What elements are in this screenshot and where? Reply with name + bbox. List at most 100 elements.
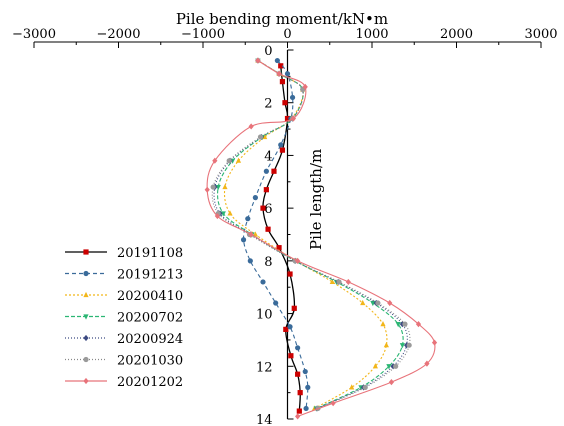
data-point [329, 278, 335, 285]
data-point [395, 322, 401, 328]
data-point [336, 279, 342, 285]
data-point [215, 184, 221, 191]
chart-title: Pile bending moment/kN•m [176, 10, 388, 28]
legend-item: 20201030 [65, 354, 183, 369]
legend-item: 20201202 [65, 375, 183, 390]
legend-item: 20191108 [65, 246, 183, 261]
series-layer [204, 57, 438, 420]
data-point [222, 183, 228, 190]
legend-marker [83, 314, 89, 320]
x-tick-label: 3000 [524, 27, 557, 42]
data-point [388, 379, 395, 386]
y-tick-label: 4 [264, 149, 272, 164]
data-point [330, 400, 336, 407]
y-axis-label: Pile length/m [307, 149, 325, 250]
data-point [295, 371, 301, 377]
data-point [278, 142, 284, 148]
series-20191108 [260, 63, 303, 414]
data-point [235, 157, 242, 163]
data-point [227, 210, 233, 216]
data-point [214, 212, 220, 220]
data-point [349, 384, 355, 390]
data-point [274, 57, 280, 64]
data-point [273, 300, 279, 306]
data-point [276, 70, 282, 77]
data-point [263, 168, 269, 174]
data-point [265, 226, 271, 232]
data-point [287, 324, 293, 330]
x-tick-label: −3000 [12, 27, 56, 42]
legend-marker [83, 249, 89, 255]
data-point [284, 115, 291, 122]
data-point [295, 345, 301, 351]
data-point [372, 363, 378, 369]
legend-label: 20200702 [117, 311, 183, 326]
y-tick-label: 14 [256, 413, 273, 426]
data-point [393, 363, 399, 369]
x-tick-label: −1000 [181, 27, 225, 42]
data-point [284, 71, 291, 77]
y-tick-label: 10 [256, 308, 273, 323]
legend-marker [83, 334, 89, 342]
data-point [302, 83, 308, 90]
data-point [375, 300, 381, 306]
data-point [287, 271, 293, 277]
data-point [247, 258, 253, 264]
legend-label: 20191108 [117, 246, 183, 261]
legend-marker [83, 356, 89, 363]
data-point [255, 57, 261, 64]
data-point [252, 195, 258, 201]
legend-item: 20200410 [65, 289, 183, 304]
data-point [386, 364, 392, 370]
data-point [263, 187, 269, 193]
data-point [290, 115, 297, 122]
data-point [283, 326, 289, 332]
data-point [291, 305, 297, 311]
data-point [345, 278, 351, 286]
y-tick-label: 0 [264, 44, 272, 59]
legend-marker [83, 377, 89, 385]
data-point [210, 184, 216, 190]
legend-label: 20201030 [117, 354, 183, 369]
series-line [206, 60, 436, 417]
series-line [243, 60, 309, 409]
x-tick-label: 1000 [355, 27, 388, 42]
legend: 20191108 20191213 20200410 20200702 20200924… [65, 246, 183, 390]
data-point [220, 211, 226, 217]
data-point [415, 321, 422, 328]
legend-label: 20201202 [117, 375, 183, 390]
data-point [282, 100, 288, 106]
data-point [303, 405, 309, 412]
data-point [362, 384, 368, 390]
data-point [271, 168, 277, 174]
data-point [383, 342, 389, 348]
y-tick-label: 2 [264, 97, 272, 112]
data-point [276, 245, 282, 251]
data-point [289, 94, 296, 101]
legend-item: 20200702 [65, 311, 183, 326]
data-point [260, 205, 266, 211]
data-point [296, 408, 302, 414]
data-point [204, 186, 210, 193]
data-point [279, 79, 286, 85]
y-tick-label: 8 [264, 255, 272, 270]
x-axis: −3000 −2000 −1000 0 1000 2000 3000 [12, 27, 558, 48]
data-point [370, 300, 376, 307]
data-point [406, 342, 412, 348]
x-tick-label: 2000 [440, 27, 473, 42]
legend-item: 20191213 [65, 268, 183, 283]
data-point [278, 63, 284, 69]
data-point [380, 321, 386, 327]
data-point [240, 237, 247, 243]
data-point [305, 384, 311, 390]
data-point [245, 216, 251, 222]
legend-marker [83, 270, 89, 277]
data-point [295, 257, 301, 264]
data-point [248, 231, 254, 238]
series-20201202 [204, 57, 438, 420]
data-point [302, 368, 308, 375]
data-point [387, 299, 393, 307]
legend-label: 20191213 [117, 268, 183, 283]
data-point [279, 147, 286, 153]
